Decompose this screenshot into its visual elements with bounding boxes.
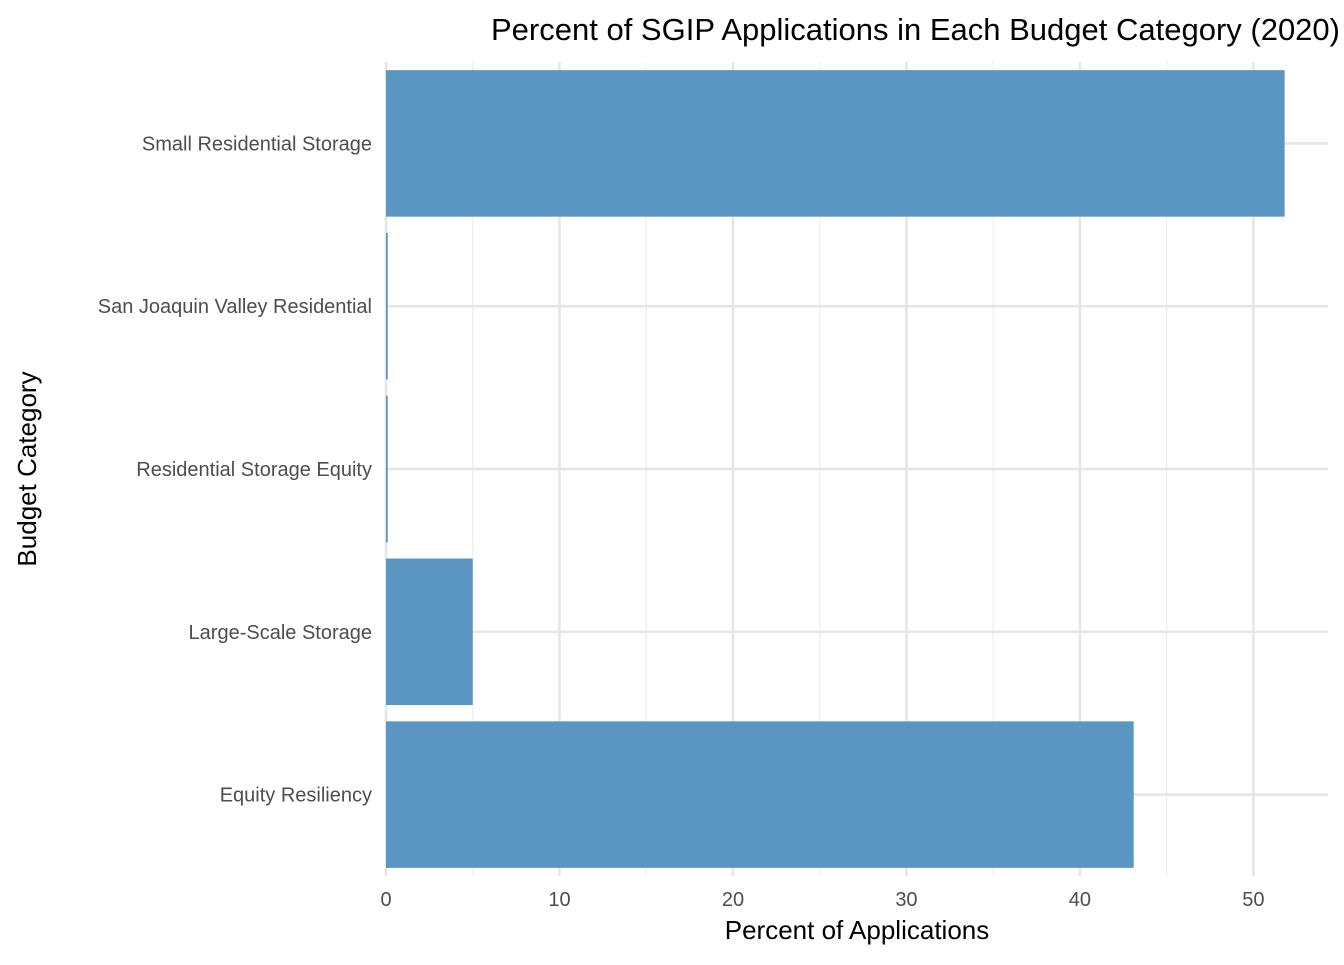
- x-tick-label: 20: [722, 889, 744, 911]
- bar: [386, 395, 388, 543]
- y-tick-label: Large-Scale Storage: [189, 622, 372, 644]
- y-tick-label: San Joaquin Valley Residential: [98, 296, 372, 318]
- y-tick-label: Small Residential Storage: [142, 133, 372, 155]
- y-tick-label: Residential Storage Equity: [136, 459, 372, 481]
- bars: [386, 70, 1285, 868]
- bar: [386, 232, 388, 380]
- x-tick-label: 10: [548, 889, 570, 911]
- x-tick-label: 0: [380, 889, 391, 911]
- y-axis-title: Budget Category: [12, 371, 42, 566]
- x-axis-title: Percent of Applications: [725, 915, 990, 945]
- x-tick-label: 50: [1242, 889, 1264, 911]
- bar: [386, 70, 1285, 217]
- x-tick-label: 40: [1069, 889, 1091, 911]
- x-axis-tick-labels: 0 10 20 30 40 50: [380, 889, 1264, 911]
- bar: [386, 558, 473, 706]
- chart-title: Percent of SGIP Applications in Each Bud…: [491, 12, 1340, 47]
- y-tick-label: Equity Resiliency: [220, 785, 372, 807]
- x-tick-label: 30: [895, 889, 917, 911]
- y-axis-tick-labels: Equity Resiliency Large-Scale Storage Resi…: [98, 133, 372, 806]
- bar: [386, 721, 1134, 868]
